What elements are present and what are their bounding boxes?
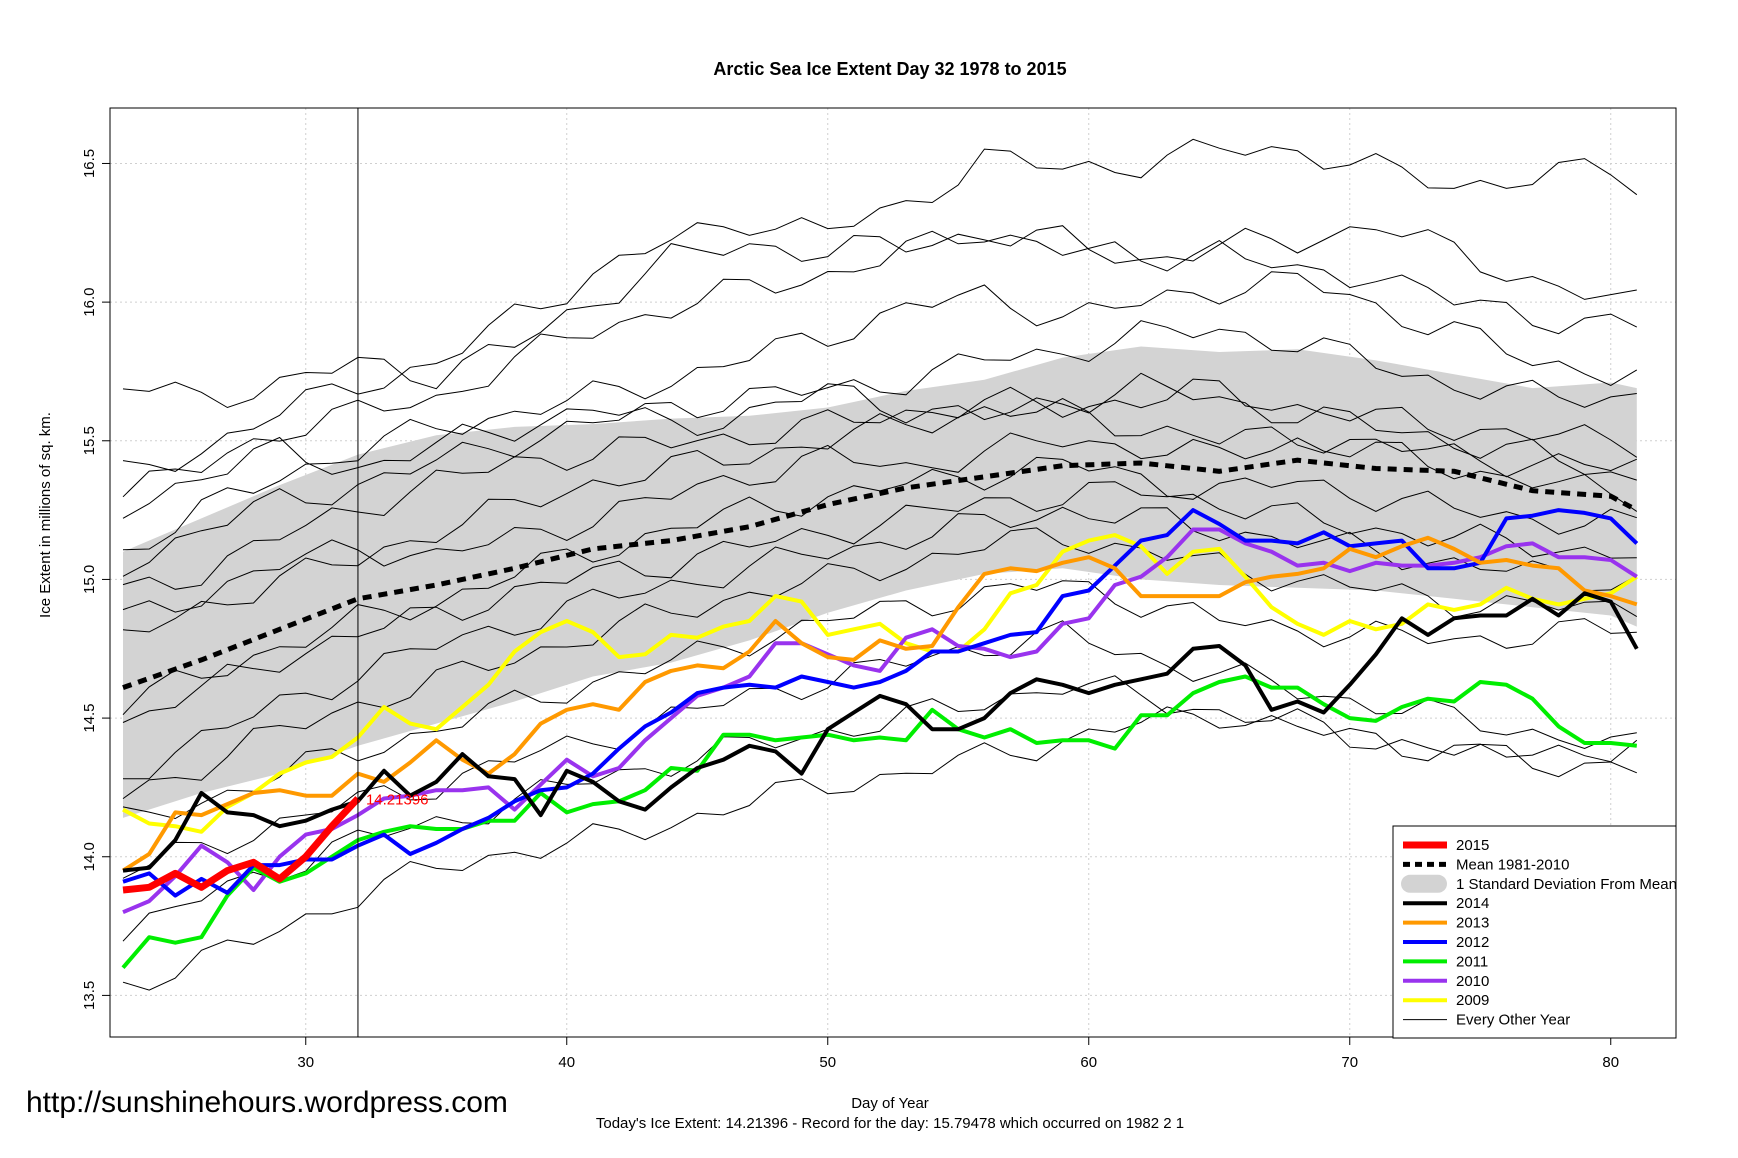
- every-other-year-line: [122, 580, 1637, 820]
- plot-frame: [109, 107, 1677, 1038]
- every-other-year-line: [122, 138, 1638, 472]
- x-axis-label: Day of Year: [851, 1095, 929, 1112]
- series-line-2015: [122, 796, 361, 894]
- current-value-label: 14.21396: [366, 792, 429, 809]
- series-line-2009: [122, 533, 1638, 834]
- legend-label: 2011: [1456, 953, 1488, 970]
- watermark-url: http://sunshinehours.wordpress.com: [26, 1086, 508, 1119]
- legend-box: [1392, 825, 1677, 1039]
- every-other-year-line: [122, 398, 1638, 633]
- x-axis: 30 40 50 60 70 80: [297, 1037, 1619, 1071]
- series-line-2010: [122, 527, 1638, 915]
- x-tick-label: 70: [1341, 1054, 1358, 1071]
- legend-label: 2014: [1456, 895, 1489, 912]
- series-line-2014: [122, 591, 1639, 873]
- legend: 2015 Mean 1981-2010 1 Standard Deviation F…: [1392, 825, 1677, 1039]
- current-day-marker: 14.21396: [357, 108, 429, 1037]
- legend-label: 2012: [1456, 934, 1489, 951]
- every-other-year-line: [122, 506, 1638, 780]
- x-tick-label: 30: [297, 1054, 314, 1071]
- every-other-year-line: [122, 230, 1638, 498]
- y-tick-label: 13.5: [81, 981, 98, 1010]
- y-tick-label: 16.5: [81, 149, 98, 178]
- every-other-year-line: [122, 706, 1638, 991]
- x-tick-label: 50: [819, 1054, 836, 1071]
- every-other-year-line: [122, 271, 1638, 551]
- every-other-year-line: [122, 320, 1637, 577]
- y-tick-label: 15.0: [81, 565, 98, 594]
- legend-label: Every Other Year: [1456, 1012, 1570, 1029]
- legend-label: 1 Standard Deviation From Mean: [1456, 876, 1677, 893]
- x-tick-label: 40: [558, 1054, 575, 1071]
- every-other-year-line: [122, 372, 1637, 519]
- every-other-year-line: [122, 620, 1637, 879]
- y-tick-label: 14.0: [81, 842, 98, 871]
- every-other-year-line: [122, 225, 1637, 409]
- footer-text: Today's Ice Extent: 14.21396 - Record fo…: [596, 1115, 1184, 1132]
- mean-1981-2010-line: [122, 457, 1638, 690]
- every-other-year-line: [122, 527, 1638, 800]
- y-tick-label: 16.0: [81, 288, 98, 317]
- legend-label: 2009: [1456, 992, 1489, 1009]
- y-tick-label: 15.5: [81, 426, 98, 455]
- x-tick-label: 80: [1602, 1054, 1619, 1071]
- legend-label: 2010: [1456, 973, 1489, 990]
- legend-label: Mean 1981-2010: [1456, 856, 1569, 873]
- every-other-year-line: [122, 432, 1638, 613]
- series-line-2011: [121, 674, 1638, 970]
- every-other-year-lines: [122, 138, 1638, 991]
- y-tick-label: 14.5: [81, 703, 98, 732]
- every-other-year-line: [122, 378, 1638, 590]
- series-line-2012: [122, 508, 1639, 898]
- chart-title: Arctic Sea Ice Extent Day 32 1978 to 201…: [713, 59, 1066, 79]
- legend-swatch: [1401, 874, 1447, 893]
- x-tick-label: 60: [1080, 1054, 1097, 1071]
- legend-label: 2015: [1456, 837, 1489, 854]
- every-other-year-line: [122, 481, 1637, 723]
- y-axis-label: Ice Extent in millions of sq. km.: [37, 412, 54, 618]
- every-other-year-line: [122, 456, 1637, 716]
- mean-line: [122, 457, 1638, 690]
- legend-label: 2013: [1456, 915, 1489, 932]
- y-axis: 13.5 14.0 14.5 15.0 15.5 16.0 16.5: [81, 149, 110, 1010]
- year-series: [121, 508, 1639, 970]
